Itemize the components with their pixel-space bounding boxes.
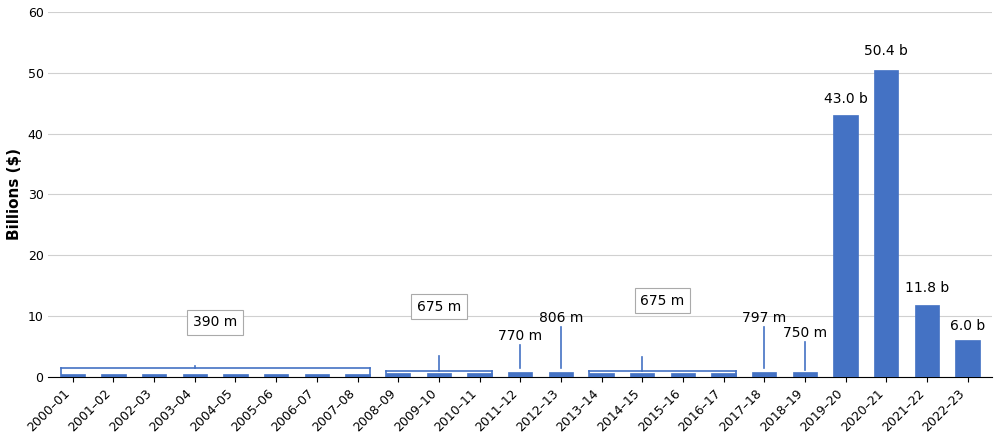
- Bar: [955, 340, 980, 377]
- Bar: [508, 372, 532, 377]
- Text: 50.4 b: 50.4 b: [864, 44, 908, 58]
- Bar: [305, 374, 329, 377]
- Bar: [61, 374, 85, 377]
- Bar: [142, 374, 166, 377]
- Text: 43.0 b: 43.0 b: [824, 92, 867, 106]
- Bar: [386, 373, 411, 377]
- Text: 806 m: 806 m: [538, 311, 583, 325]
- Bar: [346, 374, 370, 377]
- Bar: [670, 373, 695, 377]
- Bar: [630, 373, 654, 377]
- Bar: [223, 374, 248, 377]
- Bar: [183, 374, 207, 377]
- Bar: [833, 116, 858, 377]
- Bar: [589, 373, 613, 377]
- Bar: [711, 373, 736, 377]
- Text: 675 m: 675 m: [640, 294, 684, 308]
- Bar: [427, 373, 452, 377]
- Y-axis label: Billions ($): Billions ($): [7, 149, 22, 240]
- Text: 750 m: 750 m: [783, 326, 827, 340]
- Bar: [915, 305, 939, 377]
- Bar: [548, 372, 573, 377]
- Bar: [264, 374, 289, 377]
- Text: 11.8 b: 11.8 b: [905, 281, 949, 295]
- Text: 6.0 b: 6.0 b: [950, 319, 985, 333]
- Bar: [874, 70, 898, 377]
- Text: 675 m: 675 m: [417, 300, 461, 314]
- Bar: [793, 372, 817, 377]
- Text: 390 m: 390 m: [193, 315, 237, 329]
- Text: 770 m: 770 m: [499, 329, 542, 344]
- Bar: [752, 372, 776, 377]
- Text: 797 m: 797 m: [742, 311, 786, 325]
- Bar: [468, 373, 492, 377]
- Bar: [101, 374, 126, 377]
